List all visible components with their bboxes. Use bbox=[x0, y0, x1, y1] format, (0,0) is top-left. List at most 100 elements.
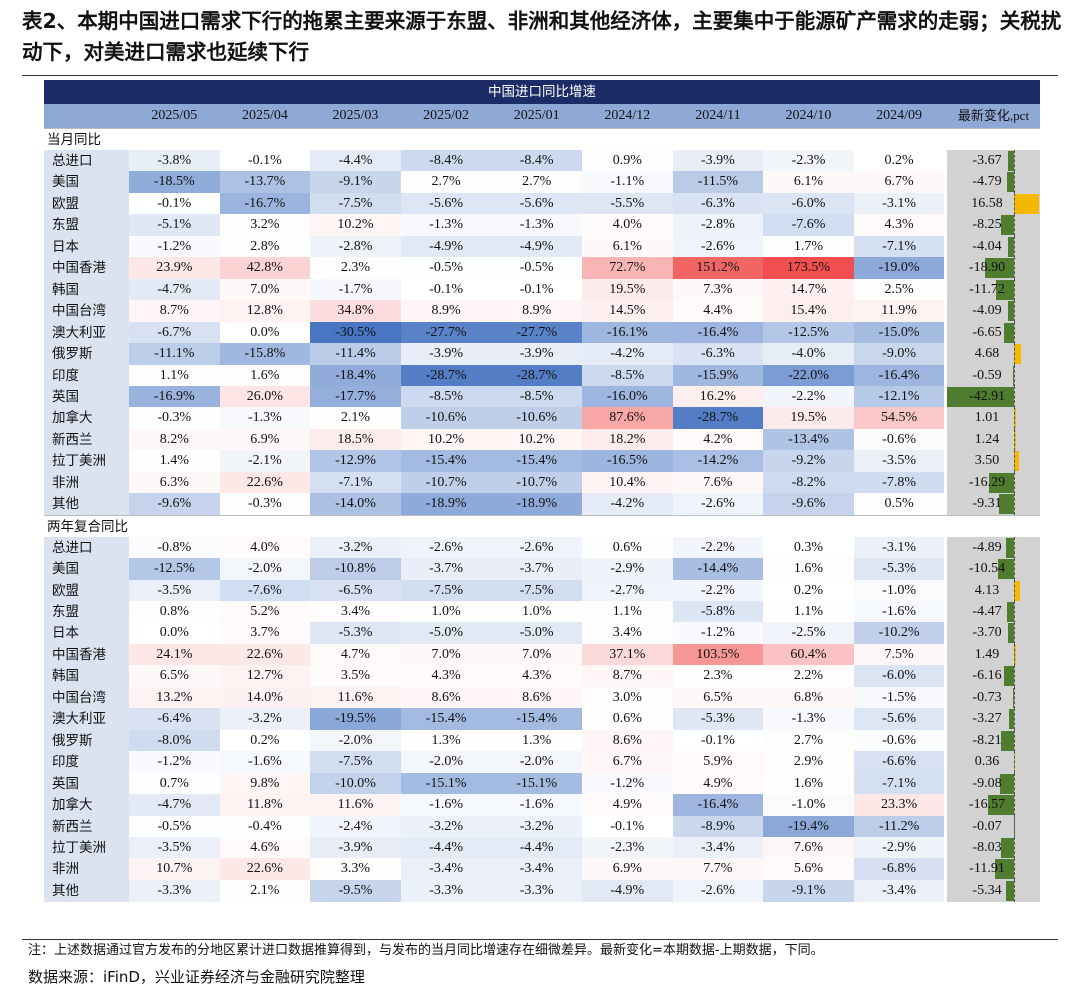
value-cell: -18.9% bbox=[491, 493, 582, 516]
value-cell: -7.1% bbox=[853, 235, 945, 258]
value-cell: 42.8% bbox=[219, 257, 311, 280]
row-label: 日本 bbox=[44, 235, 129, 258]
value-cell: 24.1% bbox=[129, 643, 220, 666]
value-cell: -0.3% bbox=[129, 407, 220, 430]
value-cell: -2.2% bbox=[672, 579, 764, 602]
value-cell: -2.6% bbox=[491, 536, 582, 559]
value-cell: 60.4% bbox=[763, 643, 854, 666]
value-cell: 11.9% bbox=[853, 300, 945, 323]
value-cell: -1.6% bbox=[219, 751, 311, 774]
change-cell: 16.58 bbox=[947, 192, 1040, 215]
table-row: 新西兰 -0.5% -0.4% -2.4% -3.2% -3.2% -0.1% -8.9% -1… bbox=[44, 815, 1040, 838]
change-bar bbox=[984, 258, 1014, 279]
column-header: 2025/03 bbox=[332, 108, 379, 123]
value-cell: -2.5% bbox=[763, 622, 854, 645]
change-value: -4.89 bbox=[972, 539, 1002, 555]
value-cell: -3.4% bbox=[853, 879, 945, 902]
value-cell: -10.8% bbox=[310, 558, 401, 581]
change-cell: -8.21 bbox=[947, 729, 1040, 752]
value-cell: 37.1% bbox=[582, 643, 673, 666]
value-cell: -1.7% bbox=[310, 278, 401, 301]
value-cell: 14.0% bbox=[219, 686, 311, 709]
value-cell: 151.2% bbox=[672, 257, 764, 280]
value-cell: -1.2% bbox=[129, 235, 220, 258]
value-cell: 7.0% bbox=[400, 643, 492, 666]
value-cell: -15.4% bbox=[491, 708, 582, 731]
value-cell: 3.4% bbox=[310, 601, 401, 623]
value-cell: 8.2% bbox=[129, 428, 220, 451]
change-axis bbox=[1014, 601, 1015, 623]
change-cell: 4.13 bbox=[947, 579, 1040, 602]
value-cell: -3.2% bbox=[491, 815, 582, 838]
value-cell: 7.7% bbox=[672, 858, 764, 881]
table-row: 东盟 0.8% 5.2% 3.4% 1.0% 1.0% 1.1% -5.8% 1.1% -1.6%… bbox=[44, 601, 1040, 623]
change-axis bbox=[1014, 643, 1015, 666]
value-cell: -0.6% bbox=[853, 428, 945, 451]
value-cell: 11.6% bbox=[310, 686, 401, 709]
row-label: 美国 bbox=[44, 558, 129, 581]
value-cell: 0.2% bbox=[853, 150, 945, 172]
value-cell: 5.9% bbox=[672, 751, 764, 774]
value-cell: -10.0% bbox=[310, 772, 401, 795]
row-label: 印度 bbox=[44, 751, 129, 774]
value-cell: 3.5% bbox=[310, 665, 401, 688]
value-cell: -16.7% bbox=[219, 192, 311, 215]
change-cell: -4.79 bbox=[947, 171, 1040, 194]
change-axis bbox=[1014, 493, 1015, 516]
value-cell: 12.8% bbox=[219, 300, 311, 323]
change-cell: -6.65 bbox=[947, 321, 1040, 344]
value-cell: 34.8% bbox=[310, 300, 401, 323]
value-cell: -5.6% bbox=[853, 708, 945, 731]
change-bar bbox=[997, 559, 1014, 580]
change-axis bbox=[1014, 686, 1015, 709]
value-cell: -10.7% bbox=[400, 471, 492, 494]
value-cell: -28.7% bbox=[672, 407, 764, 430]
value-cell: 8.6% bbox=[582, 729, 673, 752]
value-cell: 4.3% bbox=[853, 214, 945, 237]
change-axis bbox=[1014, 558, 1015, 581]
row-label: 中国台湾 bbox=[44, 686, 129, 709]
value-cell: 3.2% bbox=[219, 214, 311, 237]
value-cell: 19.5% bbox=[763, 407, 854, 430]
value-cell: -2.0% bbox=[491, 751, 582, 774]
value-cell: -3.1% bbox=[853, 536, 945, 559]
value-cell: -16.4% bbox=[672, 321, 764, 344]
change-cell: -11.91 bbox=[947, 858, 1040, 881]
value-cell: 6.3% bbox=[129, 471, 220, 494]
value-cell: -1.2% bbox=[582, 772, 673, 795]
change-value: -0.07 bbox=[972, 818, 1002, 834]
value-cell: -18.9% bbox=[400, 493, 492, 516]
change-cell: -8.03 bbox=[947, 836, 1040, 859]
change-cell: -5.34 bbox=[947, 879, 1040, 902]
change-cell: -10.54 bbox=[947, 558, 1040, 581]
value-cell: 1.1% bbox=[582, 601, 673, 623]
value-cell: 4.3% bbox=[491, 665, 582, 688]
change-cell: -42.91 bbox=[947, 385, 1040, 408]
value-cell: -2.6% bbox=[672, 493, 764, 516]
change-bar bbox=[1001, 837, 1014, 858]
value-cell: 18.2% bbox=[582, 428, 673, 451]
value-cell: 4.0% bbox=[219, 536, 311, 559]
value-cell: -9.6% bbox=[763, 493, 854, 516]
value-cell: 2.3% bbox=[310, 257, 401, 280]
table-row: 印度 1.1% 1.6% -18.4% -28.7% -28.7% -8.5% -15.9% -… bbox=[44, 364, 1040, 387]
value-cell: -3.3% bbox=[400, 879, 492, 902]
value-cell: -1.0% bbox=[763, 794, 854, 817]
value-cell: -3.7% bbox=[491, 558, 582, 581]
value-cell: -12.1% bbox=[853, 385, 945, 408]
change-value: -18.90 bbox=[968, 260, 1006, 276]
change-axis bbox=[1014, 407, 1015, 430]
value-cell: -0.3% bbox=[219, 493, 311, 516]
value-cell: 173.5% bbox=[763, 257, 854, 280]
value-cell: 16.2% bbox=[672, 385, 764, 408]
value-cell: 6.7% bbox=[853, 171, 945, 194]
change-cell: 0.36 bbox=[947, 751, 1040, 774]
row-label: 拉丁美洲 bbox=[44, 450, 129, 473]
value-cell: -10.7% bbox=[491, 471, 582, 494]
value-cell: 1.1% bbox=[763, 601, 854, 623]
value-cell: -9.0% bbox=[853, 343, 945, 366]
value-cell: -8.4% bbox=[491, 150, 582, 172]
value-cell: 72.7% bbox=[582, 257, 673, 280]
value-cell: 3.0% bbox=[582, 686, 673, 709]
value-cell: -13.4% bbox=[763, 428, 854, 451]
